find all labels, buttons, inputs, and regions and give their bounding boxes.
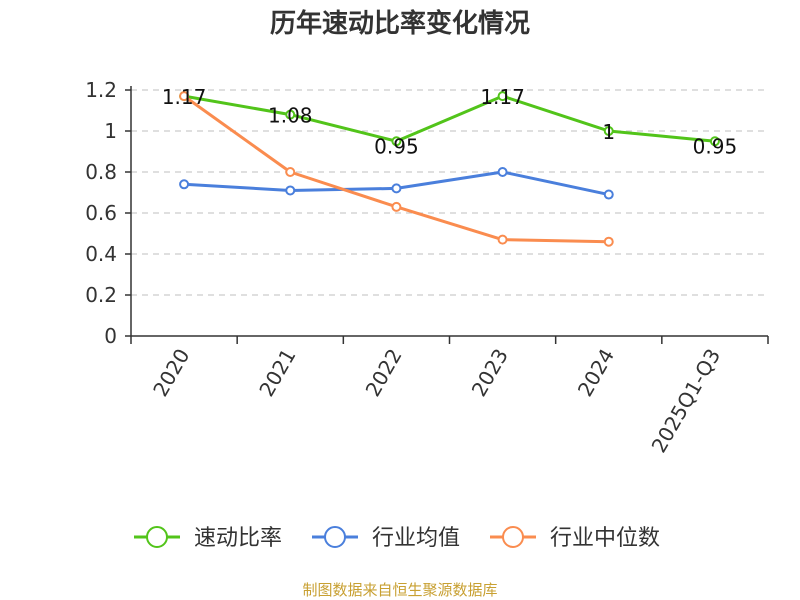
x-tick-label: 2024 xyxy=(573,345,619,401)
legend-item-2[interactable]: 行业均值 xyxy=(312,526,460,551)
series-group xyxy=(179,91,720,247)
y-tick-label: 1 xyxy=(104,119,117,143)
series-3 xyxy=(179,91,614,247)
data-point[interactable] xyxy=(391,183,402,194)
legend-label: 行业中位数 xyxy=(550,526,660,551)
legend-item-1[interactable]: 速动比率 xyxy=(134,526,282,551)
data-point[interactable] xyxy=(285,185,296,196)
data-label: 1.08 xyxy=(268,104,313,128)
x-axis-ticks: 2020 2021 2022 2023 2024 2025Q1-Q3 xyxy=(130,336,769,457)
y-tick-label: 0.8 xyxy=(85,160,117,184)
data-label: 0.95 xyxy=(693,134,738,158)
legend-label: 速动比率 xyxy=(194,526,282,551)
x-tick-label: 2023 xyxy=(467,345,513,401)
data-point[interactable] xyxy=(603,236,614,247)
y-tick-label: 0.6 xyxy=(85,201,117,225)
y-tick-label: 0.4 xyxy=(85,242,117,266)
data-point[interactable] xyxy=(391,136,402,147)
x-tick-label: 2021 xyxy=(254,345,300,401)
data-point[interactable] xyxy=(179,91,190,102)
x-tick-label: 2025Q1-Q3 xyxy=(647,345,726,457)
legend-item-3[interactable]: 行业中位数 xyxy=(490,526,660,551)
data-point[interactable] xyxy=(603,189,614,200)
series-2 xyxy=(179,167,614,200)
legend[interactable]: 速动比率 行业均值 行业中位数 xyxy=(134,526,660,551)
data-point[interactable] xyxy=(497,91,508,102)
data-point[interactable] xyxy=(497,167,508,177)
legend-label: 行业均值 xyxy=(372,526,460,551)
data-point[interactable] xyxy=(497,234,508,245)
data-point[interactable] xyxy=(285,109,296,120)
y-tick-label: 0.2 xyxy=(85,283,117,307)
series-line xyxy=(183,94,716,143)
y-tick-label: 1.2 xyxy=(85,78,117,102)
legend-marker xyxy=(324,526,346,548)
data-point[interactable] xyxy=(603,126,614,136)
data-point[interactable] xyxy=(179,179,190,190)
x-tick-label: 2020 xyxy=(148,345,194,401)
data-label: 1.17 xyxy=(162,85,207,109)
axes xyxy=(130,86,768,337)
data-label: 1.17 xyxy=(480,85,525,109)
grid-lines xyxy=(131,89,768,296)
y-tick-label: 0 xyxy=(104,324,117,348)
data-point[interactable] xyxy=(391,201,402,212)
data-label: 1 xyxy=(602,120,615,144)
y-axis-ticks: 0 0.2 0.4 0.6 0.8 1 1.2 xyxy=(85,78,131,348)
legend-marker xyxy=(146,526,168,548)
x-tick-label: 2022 xyxy=(361,345,407,401)
legend-marker xyxy=(502,526,524,548)
series-1 xyxy=(179,91,720,147)
series-line xyxy=(183,94,609,244)
data-point[interactable] xyxy=(709,136,720,147)
chart-title: 历年速动比率变化情况 xyxy=(270,8,530,39)
data-labels: 1.17 1.08 0.95 1.17 1 0.95 xyxy=(162,85,737,158)
source-note: 制图数据来自恒生聚源数据库 xyxy=(302,581,497,599)
data-point[interactable] xyxy=(285,167,296,177)
data-label: 0.95 xyxy=(374,134,419,158)
